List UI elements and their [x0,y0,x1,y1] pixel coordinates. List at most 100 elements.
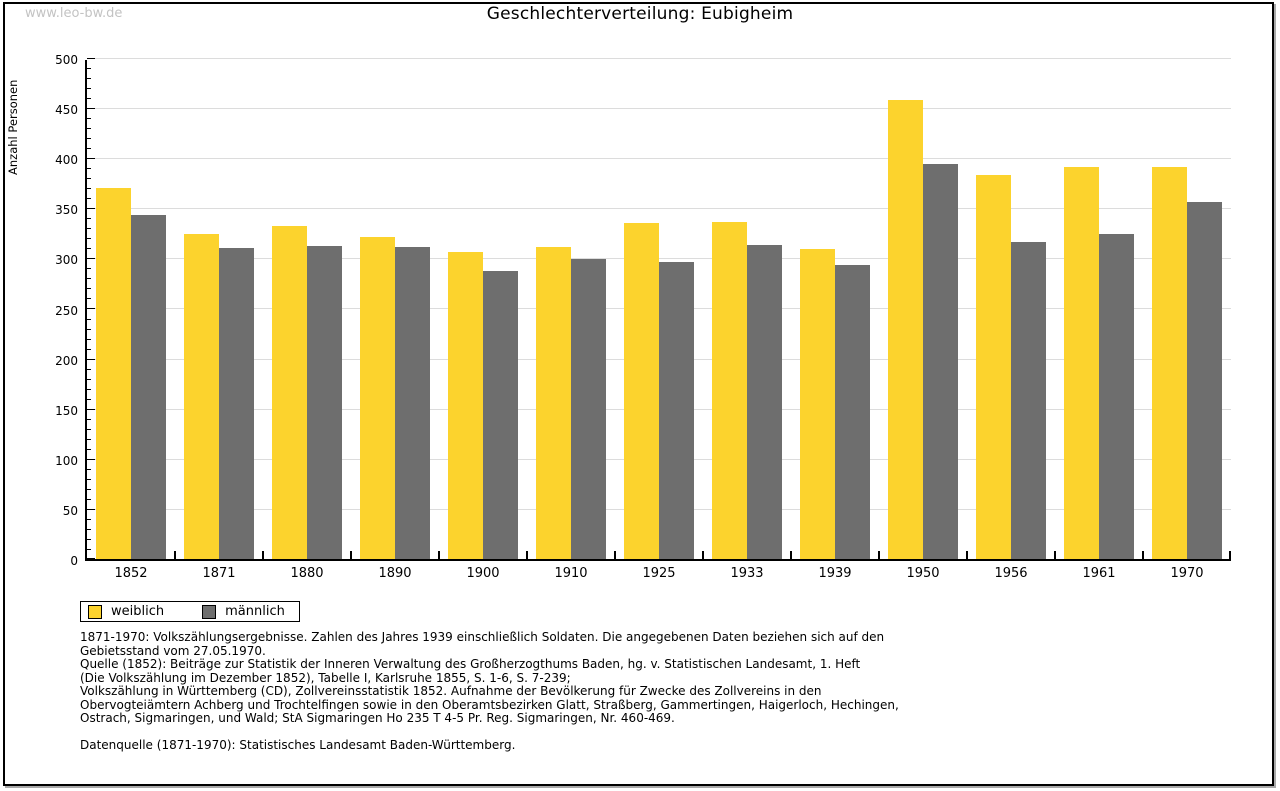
x-label-1925: 1925 [642,566,676,581]
y-tick-270 [87,288,91,289]
y-tick-460 [87,98,91,99]
y-tick-440 [87,118,91,119]
y-tick-70 [87,489,91,490]
bar-weiblich-1956 [976,175,1011,559]
source-note-line-5: Volkszählung in Württemberg (CD), Zollve… [80,684,822,698]
y-tick-340 [87,218,91,219]
y-tick-80 [87,479,91,480]
source-note-line-4: (Die Volkszählung im Dezember 1852), Tab… [80,670,571,685]
y-tick-350 [87,208,95,209]
bar-weiblich-1900 [448,252,483,559]
y-tick-420 [87,138,91,139]
bar-weiblich-1880 [272,226,307,559]
y-tick-250 [87,308,95,309]
x-tick-11 [1054,551,1056,559]
y-tick-370 [87,188,91,189]
bar-weiblich-1871 [184,234,219,559]
y-tick-10 [87,549,91,550]
bar-männlich-1939 [835,265,870,559]
bar-männlich-1970 [1187,202,1222,559]
y-tick-30 [87,529,91,530]
legend-item-männlich: männlich [202,604,285,619]
bar-männlich-1871 [219,248,254,559]
y-tick-490 [87,68,91,69]
y-tick-200 [87,359,95,360]
y-tick-130 [87,429,91,430]
x-label-1910: 1910 [554,566,588,581]
x-tick-12 [1142,551,1144,559]
legend-item-weiblich: weiblich [88,604,164,619]
x-tick-end [1229,551,1231,559]
y-tick-230 [87,329,91,330]
y-tick-410 [87,148,91,149]
legend: weiblich männlich [80,601,300,622]
y-tick-60 [87,499,91,500]
gridline-450 [87,108,1231,109]
x-label-1900: 1900 [466,566,500,581]
bar-weiblich-1970 [1152,167,1187,559]
x-label-1933: 1933 [730,566,764,581]
y-tick-110 [87,449,91,450]
y-tick-label-300: 300 [55,253,78,267]
y-tick-320 [87,238,91,239]
y-tick-300 [87,258,95,259]
y-tick-180 [87,379,91,380]
y-tick-150 [87,409,95,410]
y-tick-50 [87,509,95,510]
gridline-400 [87,158,1231,159]
source-note-line-3: Quelle (1852): Beiträge zur Statistik de… [80,657,861,671]
y-tick-170 [87,389,91,390]
source-note-line-2: Gebietsstand vom 27.05.1970. [80,643,266,658]
y-tick-190 [87,369,91,370]
source-note-line-6: Obervogteiämtern Achberg und Trochtelfin… [80,697,899,712]
x-label-1890: 1890 [378,566,412,581]
bar-weiblich-1852 [96,188,131,559]
y-tick-400 [87,158,95,159]
y-tick-470 [87,88,91,89]
y-tick-430 [87,128,91,129]
y-tick-140 [87,419,91,420]
x-tick-6 [614,551,616,559]
x-label-1880: 1880 [290,566,324,581]
y-tick-label-50: 50 [62,504,78,518]
x-tick-1 [174,551,176,559]
y-tick-label-100: 100 [55,454,78,468]
legend-swatch-männlich [202,604,217,619]
bar-männlich-1956 [1011,242,1046,559]
y-tick-100 [87,459,95,460]
x-tick-7 [702,551,704,559]
y-tick-label-450: 450 [55,103,78,117]
y-tick-450 [87,108,95,109]
y-tick-label-0: 0 [70,554,78,568]
legend-swatch-weiblich [88,604,102,619]
source-notes: 1871-1970: Volkszählungsergebnisse. Zahl… [80,630,1200,726]
y-tick-0 [87,558,95,559]
bar-männlich-1900 [483,271,518,559]
bar-männlich-1880 [307,246,342,559]
legend-label-weiblich: weiblich [111,604,165,619]
x-tick-3 [350,551,352,559]
bar-weiblich-1933 [712,222,747,559]
datasource-note: Datenquelle (1871-1970): Statistisches L… [80,738,516,752]
bar-männlich-1910 [571,259,606,559]
x-label-1939: 1939 [818,566,852,581]
y-tick-280 [87,278,91,279]
y-tick-label-250: 250 [55,304,78,318]
x-label-1956: 1956 [994,566,1028,581]
y-tick-160 [87,399,91,400]
bar-weiblich-1910 [536,247,571,559]
gridline-350 [87,208,1231,209]
bar-männlich-1950 [923,164,958,559]
watermark: www.leo-bw.de [25,6,123,21]
bar-weiblich-1925 [624,223,659,559]
y-tick-40 [87,519,91,520]
x-tick-8 [790,551,792,559]
bar-männlich-1961 [1099,234,1134,559]
x-tick-10 [966,551,968,559]
y-tick-220 [87,339,91,340]
x-tick-5 [526,551,528,559]
x-label-1852: 1852 [114,566,148,581]
source-note-line-7: Ostrach, Sigmaringen, und Wald; StA Sigm… [80,711,675,725]
y-tick-290 [87,268,91,269]
